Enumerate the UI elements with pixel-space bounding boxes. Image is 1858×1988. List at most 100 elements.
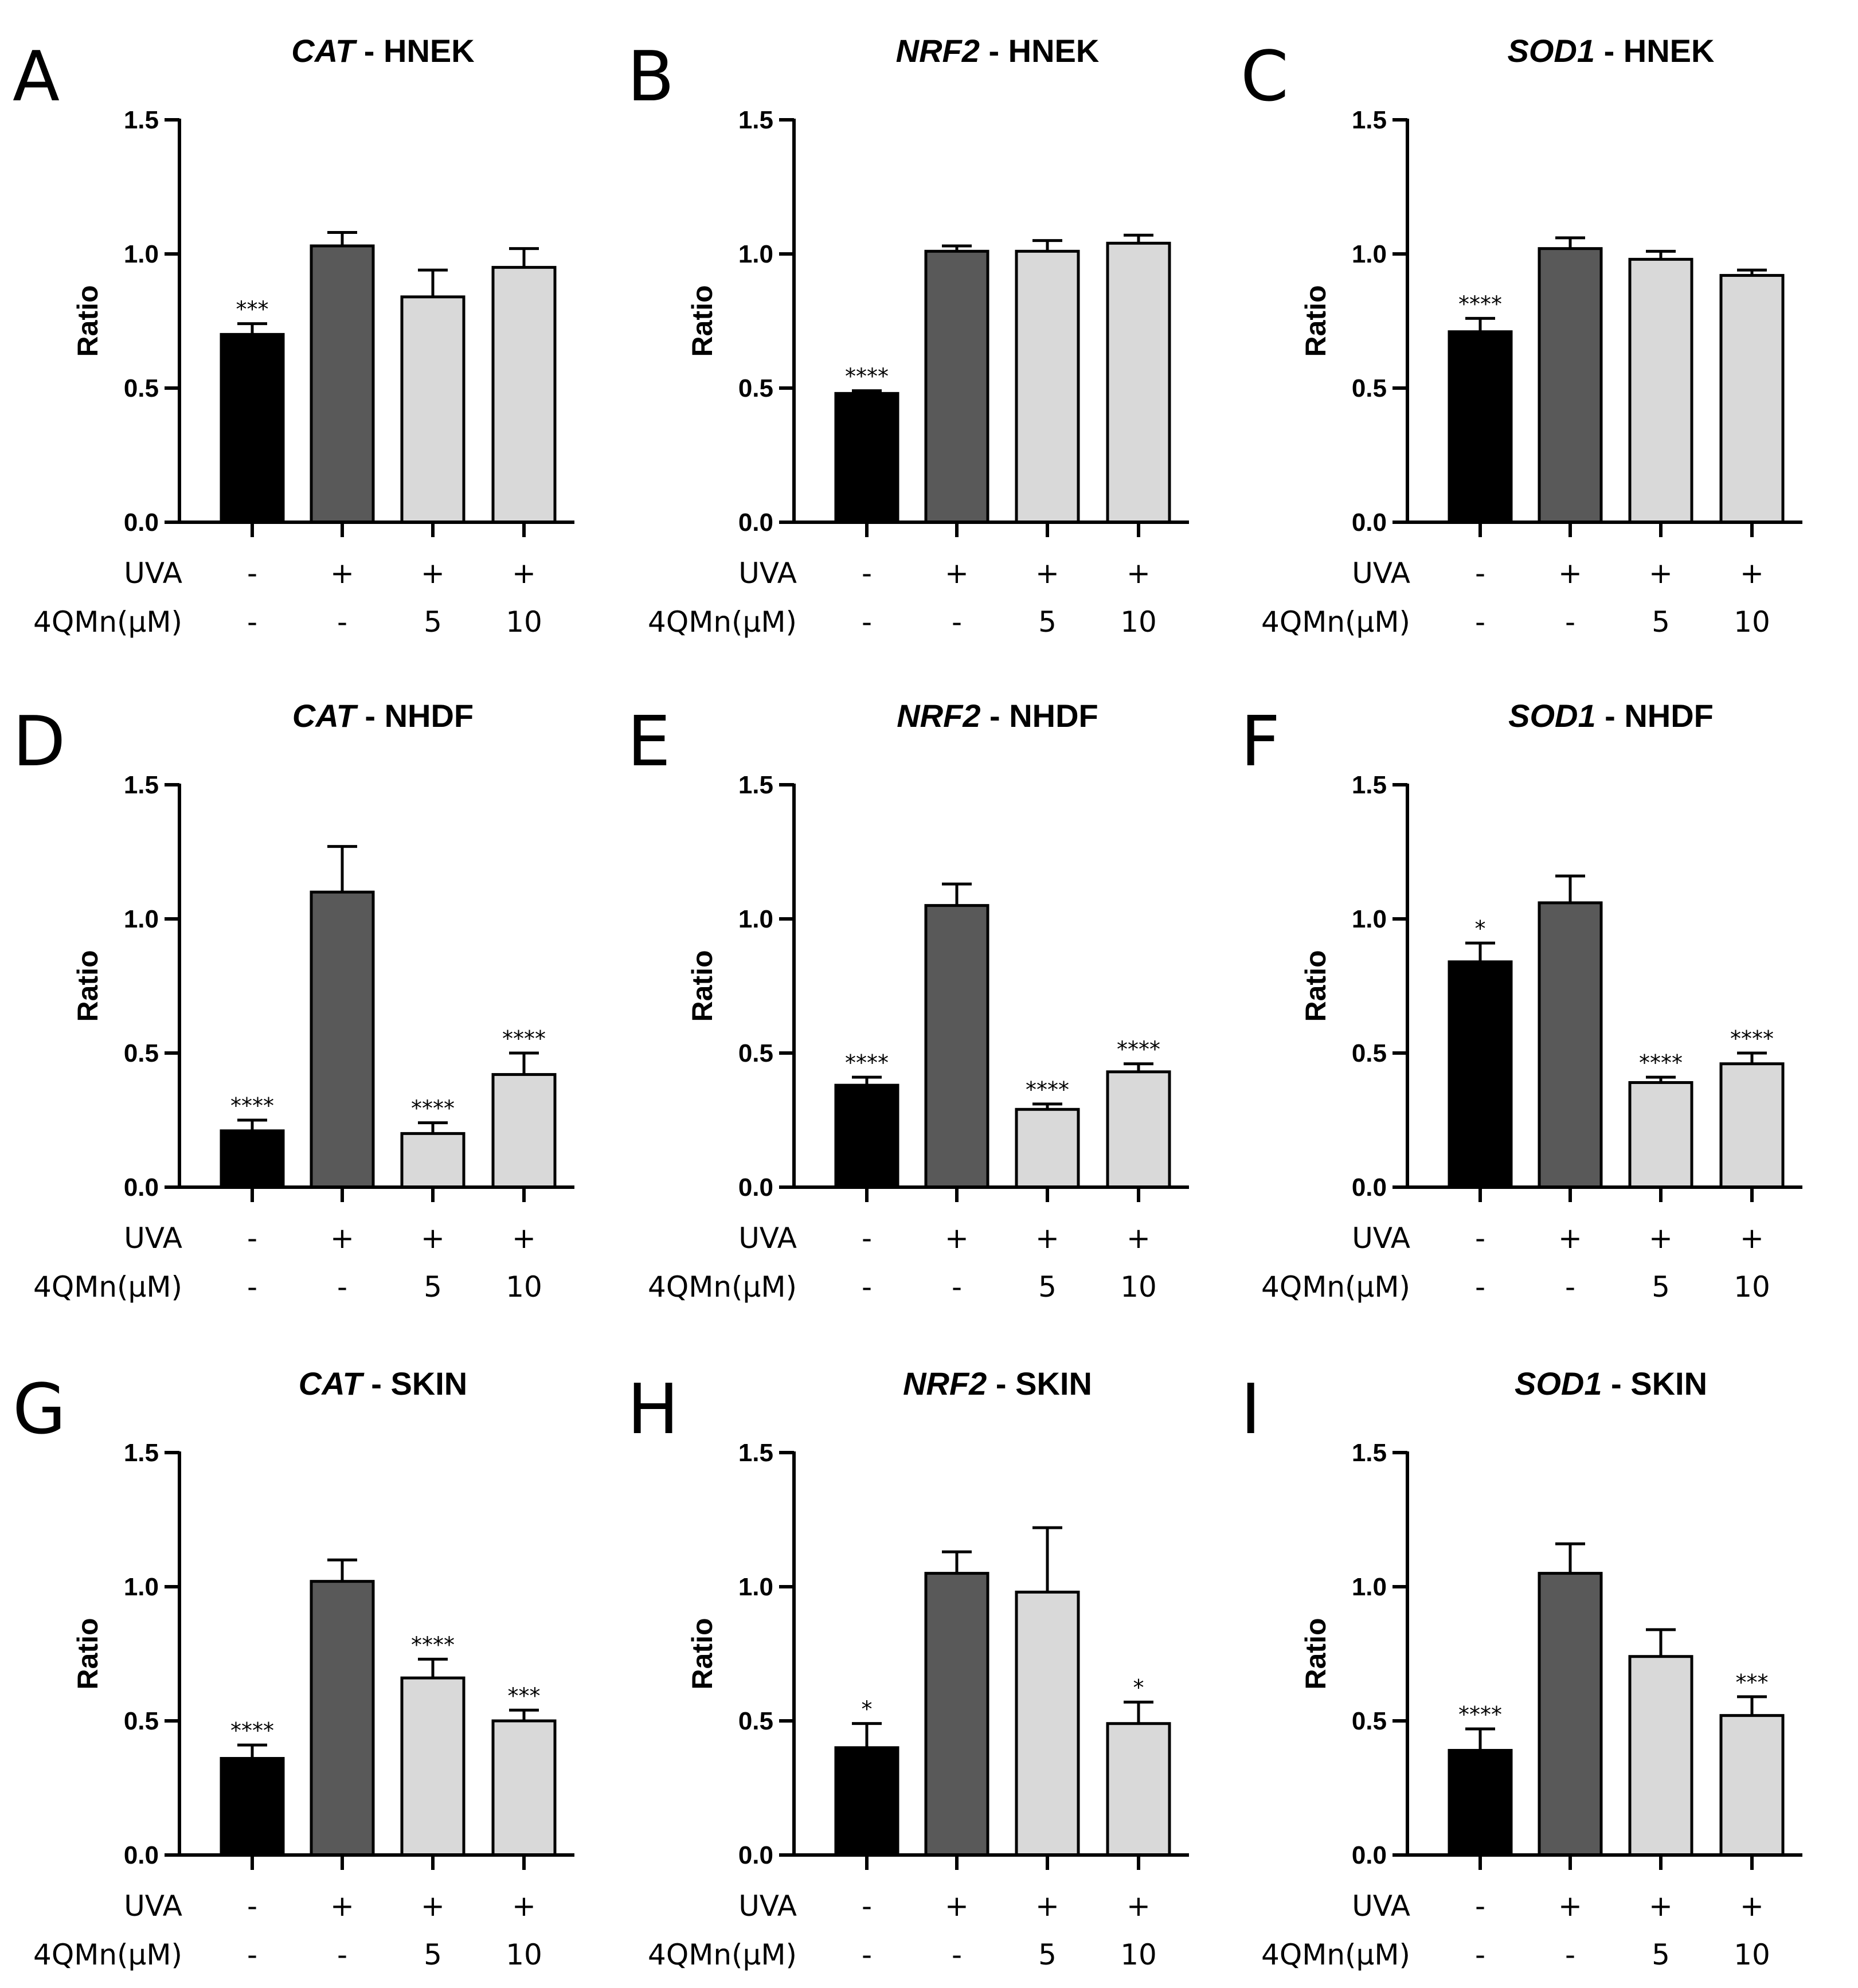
y-tick-label: 0.5 xyxy=(738,374,773,402)
uva-row-label: UVA xyxy=(1352,557,1410,590)
chart-title: NRF2 - NHDF xyxy=(897,698,1098,734)
title-tissue: - SKIN xyxy=(987,1365,1092,1402)
dose-condition: - xyxy=(952,1938,962,1971)
title-tissue: - NHDF xyxy=(1596,698,1714,734)
y-axis-label: Ratio xyxy=(1300,1618,1332,1690)
significance-label: **** xyxy=(411,1096,455,1121)
y-axis-label: Ratio xyxy=(686,285,718,357)
bar xyxy=(1719,1062,1785,1189)
uva-condition: + xyxy=(512,1222,536,1255)
y-tick-label: 1.5 xyxy=(1352,771,1387,799)
bar xyxy=(310,890,375,1189)
significance-label: **** xyxy=(1117,1037,1160,1062)
bar xyxy=(1106,1722,1171,1857)
bar xyxy=(1628,257,1693,524)
uva-row-label: UVA xyxy=(1352,1889,1410,1923)
uva-condition: + xyxy=(945,557,969,590)
uva-condition: + xyxy=(330,1889,354,1923)
chart-title: NRF2 - SKIN xyxy=(903,1365,1092,1402)
uva-condition: + xyxy=(1649,557,1673,590)
dose-condition: - xyxy=(1475,605,1485,639)
uva-condition: + xyxy=(1558,1889,1582,1923)
significance-label: **** xyxy=(1026,1077,1069,1102)
significance-label: **** xyxy=(1639,1050,1683,1075)
dose-condition: - xyxy=(247,1270,257,1304)
uva-row-label: UVA xyxy=(738,557,797,590)
uva-row-label: UVA xyxy=(124,557,182,590)
significance-label: * xyxy=(862,1697,873,1722)
bar xyxy=(1719,273,1785,524)
significance-label: **** xyxy=(845,1050,889,1075)
bar xyxy=(220,1129,285,1189)
uva-condition: + xyxy=(330,557,354,590)
bar xyxy=(400,1676,466,1857)
bar xyxy=(924,249,989,524)
dose-row-label: 4QMn(μM) xyxy=(1261,1270,1410,1304)
chart-title: SOD1 - SKIN xyxy=(1515,1365,1707,1402)
bar xyxy=(491,1073,557,1189)
y-tick-label: 1.0 xyxy=(738,240,773,268)
bar xyxy=(491,265,557,524)
dose-condition: - xyxy=(952,605,962,639)
y-tick-label: 0.5 xyxy=(124,374,159,402)
uva-condition: - xyxy=(862,557,872,590)
title-gene: CAT xyxy=(292,698,359,734)
bar xyxy=(1015,249,1080,524)
bar xyxy=(220,1757,285,1857)
bar xyxy=(491,1719,557,1857)
title-gene: SOD1 xyxy=(1515,1365,1602,1402)
uva-condition: + xyxy=(512,1889,536,1923)
bar xyxy=(1628,1655,1693,1857)
dose-condition: 5 xyxy=(424,1270,442,1304)
bar xyxy=(1106,241,1171,524)
panel-letter: D xyxy=(13,702,65,782)
title-gene: SOD1 xyxy=(1508,33,1595,69)
dose-condition: - xyxy=(952,1270,962,1304)
dose-condition: - xyxy=(862,1938,872,1971)
significance-label: **** xyxy=(230,1093,274,1118)
uva-condition: + xyxy=(1649,1222,1673,1255)
bar xyxy=(1538,1572,1603,1857)
y-tick-label: 1.5 xyxy=(124,1439,159,1467)
significance-label: *** xyxy=(1736,1670,1769,1695)
uva-condition: + xyxy=(330,1222,354,1255)
chart-panel-d: D CAT - NHDF Ratio **** **** **** 0.0 0.5 1.0 1.5… xyxy=(13,698,574,1304)
significance-label: **** xyxy=(1458,291,1502,316)
bar xyxy=(220,332,285,524)
uva-condition: + xyxy=(1740,1222,1764,1255)
dose-row-label: 4QMn(μM) xyxy=(33,605,182,639)
title-tissue: - SKIN xyxy=(362,1365,468,1402)
uva-condition: + xyxy=(945,1222,969,1255)
dose-condition: 10 xyxy=(506,1938,542,1971)
dose-condition: - xyxy=(1565,605,1575,639)
uva-condition: + xyxy=(945,1889,969,1923)
bar xyxy=(310,244,375,524)
chart-panel-f: F SOD1 - NHDFRatio*********0.00.51.01.5UV… xyxy=(1241,698,1802,1304)
uva-condition: + xyxy=(1126,557,1151,590)
chart-title: CAT - HNEK xyxy=(291,33,474,69)
dose-row-label: 4QMn(μM) xyxy=(1261,1938,1410,1971)
chart-panel-i: I SOD1 - SKINRatio*******0.00.51.01.5UVA4… xyxy=(1241,1365,1802,1971)
dose-condition: 5 xyxy=(1652,1938,1670,1971)
bar xyxy=(1015,1590,1080,1857)
dose-condition: 5 xyxy=(424,605,442,639)
significance-label: **** xyxy=(1458,1702,1502,1727)
chart-panel-e: E NRF2 - NHDF Ratio **** **** **** 0.0 0.5 1.0 1.… xyxy=(627,698,1189,1304)
uva-condition: + xyxy=(1558,1222,1582,1255)
y-tick-label: 1.0 xyxy=(124,240,159,268)
y-axis-label: Ratio xyxy=(72,950,104,1022)
uva-condition: + xyxy=(1649,1889,1673,1923)
dose-row-label: 4QMn(μM) xyxy=(33,1270,182,1304)
y-tick-label: 0.0 xyxy=(124,1173,159,1202)
y-axis-label: Ratio xyxy=(686,950,718,1022)
y-tick-label: 1.5 xyxy=(738,1439,773,1467)
y-tick-label: 0.0 xyxy=(1352,1841,1387,1869)
uva-condition: + xyxy=(1126,1889,1151,1923)
dose-row-label: 4QMn(μM) xyxy=(1261,605,1410,639)
y-axis-label: Ratio xyxy=(72,1618,104,1690)
dose-row-label: 4QMn(μM) xyxy=(33,1938,182,1971)
dose-condition: - xyxy=(862,605,872,639)
title-tissue: - NHDF xyxy=(356,698,474,734)
y-tick-label: 0.5 xyxy=(124,1039,159,1067)
